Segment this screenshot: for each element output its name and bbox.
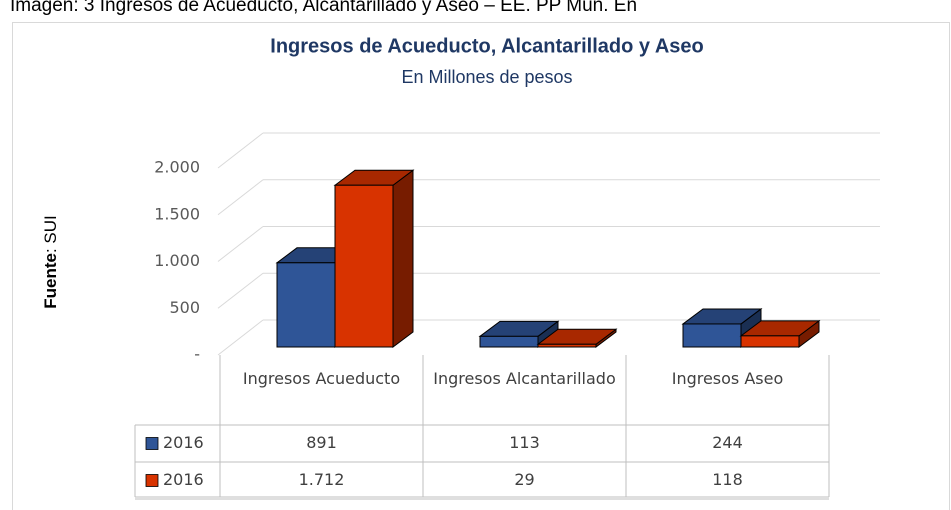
bar-side bbox=[392, 169, 414, 348]
table-value: 29 bbox=[514, 470, 534, 489]
grid-line bbox=[217, 319, 264, 356]
table-value: 891 bbox=[306, 433, 337, 452]
chart-subtitle: En Millones de pesos bbox=[401, 67, 572, 87]
bar bbox=[479, 335, 539, 348]
table-value: 118 bbox=[712, 470, 743, 489]
source-label: Fuente bbox=[41, 253, 60, 309]
bar bbox=[537, 343, 597, 348]
grid-line bbox=[217, 132, 264, 169]
y-tick-label: 1.000 bbox=[154, 251, 200, 270]
chart-border bbox=[12, 22, 950, 510]
table-value: 244 bbox=[712, 433, 743, 452]
bar bbox=[276, 262, 336, 348]
legend-label: 2016 bbox=[163, 470, 204, 489]
x-tick-label: Ingresos Alcantarillado bbox=[433, 369, 616, 388]
caption: Imagen: 3 Ingresos de Acueducto, Alcanta… bbox=[10, 0, 637, 16]
bar bbox=[334, 184, 394, 348]
bar bbox=[740, 335, 800, 348]
y-tick-label: 500 bbox=[169, 298, 200, 317]
y-tick-label: 2.000 bbox=[154, 158, 200, 177]
table-value: 1.712 bbox=[299, 470, 345, 489]
bar bbox=[682, 323, 742, 348]
x-tick-label: Ingresos Aseo bbox=[671, 369, 784, 388]
chart-title: Ingresos de Acueducto, Alcantarillado y … bbox=[270, 35, 703, 57]
grid-line bbox=[217, 179, 264, 216]
y-tick-label: 1.500 bbox=[154, 204, 200, 223]
legend-swatch bbox=[145, 437, 159, 450]
x-tick-label: Ingresos Acueducto bbox=[242, 369, 401, 388]
table-value: 113 bbox=[509, 433, 540, 452]
x-tick-label-box: Ingresos Aseo bbox=[671, 369, 784, 388]
legend-swatch bbox=[145, 474, 159, 487]
legend-label: 2016 bbox=[163, 433, 204, 452]
grid-line bbox=[217, 226, 264, 262]
x-tick-label-box: Ingresos Acueducto bbox=[242, 369, 401, 388]
source-value: : SUI bbox=[41, 215, 60, 253]
y-tick-label: - bbox=[194, 345, 200, 364]
grid-line bbox=[217, 272, 264, 309]
x-tick-label-box: Ingresos Alcantarillado bbox=[433, 369, 616, 388]
source-note: Fuente: SUI bbox=[41, 215, 60, 309]
